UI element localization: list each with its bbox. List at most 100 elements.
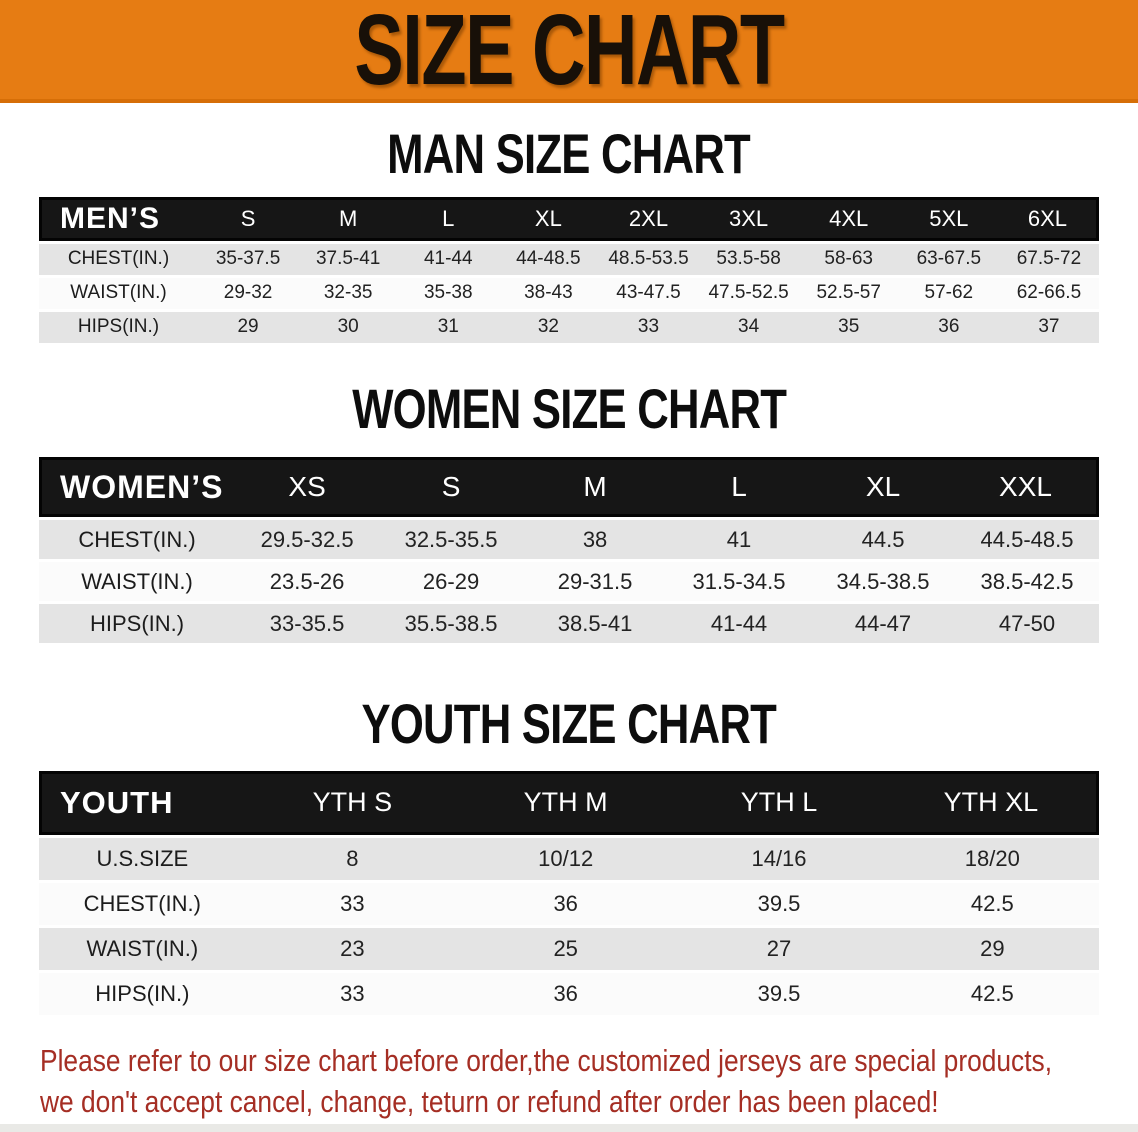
table-cell: 47.5-52.5 xyxy=(708,282,789,304)
row-label: CHEST(IN.) xyxy=(83,890,201,916)
column-header: XXL xyxy=(955,457,1099,518)
table-row: HIPS(IN.) 29 30 31 32 33 34 35 36 37 xyxy=(39,311,1099,343)
table-cell: 36 xyxy=(553,980,578,1006)
table-cell: 35.5-38.5 xyxy=(404,610,498,636)
table-cell: 41-44 xyxy=(423,248,473,270)
youth-size-table-container: YOUTH YTH S YTH M YTH L YTH XL U.S.SIZE 8 10/12… xyxy=(39,768,1099,1018)
column-header: M xyxy=(298,196,399,241)
column-header: XL xyxy=(811,457,956,518)
table-cell: 37 xyxy=(1038,316,1060,338)
youth-size-chart-section: YOUTH SIZE CHART YOUTH YTH S YTH M YTH L YTH… xyxy=(0,696,1138,1018)
table-cell: 29-31.5 xyxy=(557,568,633,594)
table-cell: 32 xyxy=(537,316,559,338)
table-cell: 39.5 xyxy=(757,980,801,1006)
column-header: YTH L xyxy=(672,770,886,835)
column-header: S xyxy=(198,196,299,241)
table-cell: 34 xyxy=(738,316,760,338)
column-header: YTH M xyxy=(459,770,673,835)
column-header: XS xyxy=(235,457,380,518)
row-label: U.S.SIZE xyxy=(96,845,189,871)
table-cell: 44-48.5 xyxy=(516,248,581,270)
table-header-row: MEN’S S M L XL 2XL 3XL 4XL 5XL 6XL xyxy=(39,196,1099,241)
row-label: CHEST(IN.) xyxy=(78,526,196,552)
table-cell: 44.5 xyxy=(861,526,905,552)
disclaimer-text: Please refer to our size chart before or… xyxy=(40,1040,1138,1122)
table-corner-label: YOUTH xyxy=(39,770,246,835)
size-table: MEN’S S M L XL 2XL 3XL 4XL 5XL 6XL CHEST(IN.) 35-37… xyxy=(39,194,1099,346)
table-cell: 35 xyxy=(838,316,860,338)
column-header: 4XL xyxy=(798,196,899,241)
row-label: WAIST(IN.) xyxy=(70,282,167,304)
table-cell: 42.5 xyxy=(970,890,1014,916)
table-row: CHEST(IN.) 33 36 39.5 42.5 xyxy=(39,882,1099,925)
table-cell: 32-35 xyxy=(323,282,373,304)
column-header: YTH XL xyxy=(885,770,1099,835)
table-cell: 53.5-58 xyxy=(716,248,781,270)
table-cell: 37.5-41 xyxy=(315,248,381,270)
column-header: M xyxy=(523,457,668,518)
table-cell: 41 xyxy=(726,526,752,552)
women-size-chart-section: WOMEN SIZE CHART WOMEN’S XS S M L XL XXL CHEST(… xyxy=(0,376,1138,647)
table-cell: 35-37.5 xyxy=(215,248,281,270)
table-cell: 29.5-32.5 xyxy=(260,526,354,552)
table-cell: 35-38 xyxy=(423,282,473,304)
table-cell: 58-63 xyxy=(824,248,874,270)
table-corner-label: WOMEN’S xyxy=(39,457,236,518)
disclaimer-line-1: Please refer to our size chart before or… xyxy=(40,1042,1053,1078)
column-header: XL xyxy=(498,196,599,241)
man-size-table-container: MEN’S S M L XL 2XL 3XL 4XL 5XL 6XL CHEST(IN.) 35-37… xyxy=(39,194,1099,346)
table-cell: 31 xyxy=(437,316,459,338)
table-cell: 48.5-53.5 xyxy=(608,248,689,270)
column-header: L xyxy=(667,457,812,518)
table-cell: 39.5 xyxy=(757,890,801,916)
table-cell: 30 xyxy=(337,316,359,338)
table-cell: 33-35.5 xyxy=(269,610,345,636)
table-cell: 14/16 xyxy=(751,845,807,871)
row-label: HIPS(IN.) xyxy=(95,980,190,1006)
row-label: WAIST(IN.) xyxy=(86,935,199,961)
table-cell: 33 xyxy=(637,316,660,338)
table-row: WAIST(IN.) 29-32 32-35 35-38 38-43 43-47.5 47.… xyxy=(39,277,1099,309)
table-row: HIPS(IN.) 33 36 39.5 42.5 xyxy=(39,972,1099,1015)
women-size-chart-heading: WOMEN SIZE CHART xyxy=(351,376,787,440)
table-cell: 62-66.5 xyxy=(1016,282,1082,304)
table-row: WAIST(IN.) 23.5-26 26-29 29-31.5 31.5-34.5 34… xyxy=(39,562,1099,602)
table-cell: 38.5-42.5 xyxy=(980,568,1074,594)
column-header: 2XL xyxy=(598,196,699,241)
table-cell: 42.5 xyxy=(970,980,1014,1006)
table-row: WAIST(IN.) 23 25 27 29 xyxy=(39,927,1099,970)
table-row: CHEST(IN.) 29.5-32.5 32.5-35.5 38 41 44.5 44.5… xyxy=(39,520,1099,560)
table-cell: 36 xyxy=(553,890,578,916)
column-header: S xyxy=(379,457,524,518)
row-label: HIPS(IN.) xyxy=(77,316,160,338)
size-chart-banner: SIZE CHART xyxy=(0,0,1138,103)
table-row: CHEST(IN.) 35-37.5 37.5-41 41-44 44-48.5 48.5… xyxy=(39,243,1099,275)
table-cell: 29 xyxy=(237,316,259,338)
table-cell: 34.5-38.5 xyxy=(836,568,930,594)
man-size-chart-section: MAN SIZE CHART MEN’S S M L XL 2XL 3XL 4XL 5XL 6XL… xyxy=(0,126,1138,346)
table-cell: 23 xyxy=(340,935,365,961)
table-corner-label: MEN’S xyxy=(39,196,198,241)
disclaimer-line-2: we don't accept cancel, change, teturn o… xyxy=(40,1083,939,1119)
column-header: 5XL xyxy=(898,196,999,241)
table-cell: 44-47 xyxy=(854,610,912,636)
table-cell: 52.5-57 xyxy=(816,282,881,304)
table-cell: 41-44 xyxy=(710,610,768,636)
table-cell: 36 xyxy=(938,316,960,338)
table-cell: 10/12 xyxy=(538,845,594,871)
table-cell: 26-29 xyxy=(422,568,480,594)
table-row: U.S.SIZE 8 10/12 14/16 18/20 xyxy=(39,837,1099,880)
table-cell: 8 xyxy=(346,845,359,871)
table-cell: 29-32 xyxy=(223,282,273,304)
size-table: YOUTH YTH S YTH M YTH L YTH XL U.S.SIZE 8 10/12… xyxy=(39,768,1099,1018)
table-cell: 67.5-72 xyxy=(1016,248,1082,270)
table-cell: 47-50 xyxy=(998,610,1056,636)
table-cell: 38-43 xyxy=(524,282,573,304)
table-cell: 23.5-26 xyxy=(269,568,345,594)
women-size-table-container: WOMEN’S XS S M L XL XXL CHEST(IN.) 29.5-32.5 32.5… xyxy=(39,454,1099,646)
table-cell: 43-47.5 xyxy=(616,282,681,304)
row-label: CHEST(IN.) xyxy=(67,248,170,270)
table-header-row: WOMEN’S XS S M L XL XXL xyxy=(39,457,1099,518)
column-header: YTH S xyxy=(245,770,460,835)
table-cell: 57-62 xyxy=(924,282,974,304)
